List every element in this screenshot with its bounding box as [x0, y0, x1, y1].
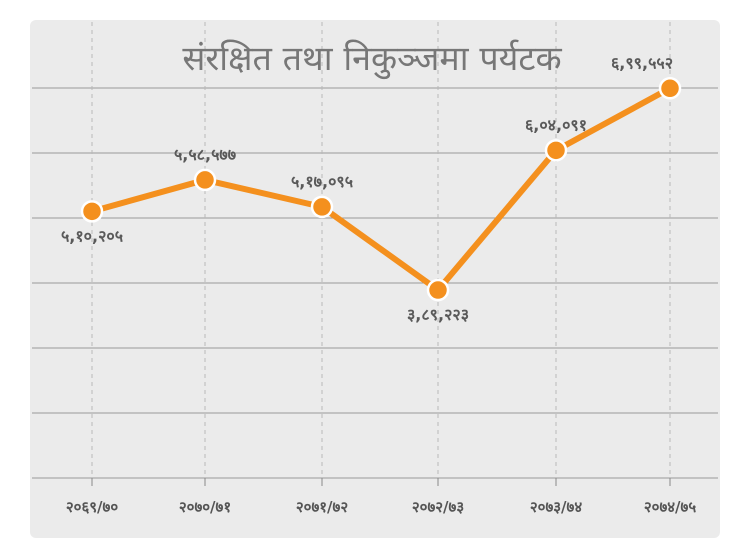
x-tick-label: २०७३/७४ [530, 498, 582, 516]
data-label: ३,८९,२२३ [407, 305, 469, 324]
data-point-marker [658, 77, 682, 100]
x-tick-label: २०७२/७३ [412, 498, 464, 516]
x-tick-label: २०७१/७२ [296, 498, 348, 516]
series-line [89, 85, 673, 294]
data-label: ५,१०,२०५ [61, 226, 123, 245]
data-label: ६,९९,५५२ [611, 53, 673, 72]
x-tick-label: २०७०/७१ [179, 498, 231, 516]
data-label: ६,०४,०९१ [525, 115, 587, 134]
data-label: ५,१७,०९५ [291, 172, 353, 191]
chart-title: संरक्षित तथा निकुञ्जमा पर्यटक [182, 39, 562, 80]
data-point-marker [80, 200, 104, 223]
chart-background [30, 20, 720, 538]
data-point-marker [426, 278, 450, 302]
data-label: ५,५८,५७७ [174, 145, 236, 164]
data-point-marker [310, 195, 334, 219]
data-point-marker [544, 139, 568, 162]
data-point-marker [193, 168, 217, 192]
x-tick-label: २०७४/७५ [644, 498, 696, 516]
x-tick-label: २०६९/७० [66, 498, 118, 516]
